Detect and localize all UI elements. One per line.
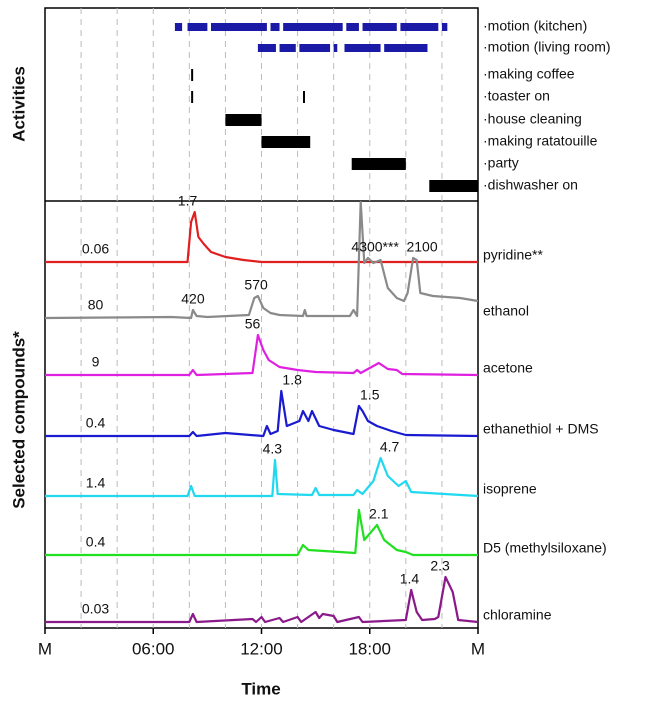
activity-bar (187, 23, 208, 31)
trace (45, 508, 478, 557)
activity-bar (210, 23, 267, 31)
trace (45, 389, 479, 438)
x-tick-label: M (471, 639, 485, 658)
activities-label: Activities (9, 66, 28, 142)
activity-bar (400, 23, 439, 31)
x-tick-label: 12:00 (240, 639, 283, 658)
peak-label: 4300*** (351, 239, 399, 255)
peak-label: 2100 (406, 239, 437, 255)
activity-bar (270, 23, 280, 31)
x-axis-label: Time (241, 679, 280, 698)
activity-bar (279, 44, 296, 52)
activity-bar (283, 23, 343, 31)
baseline-label: 80 (88, 297, 104, 313)
baseline-label: 0.4 (86, 415, 106, 431)
peak-label: 1.8 (282, 372, 302, 388)
baseline-label: 0.4 (86, 534, 106, 550)
activity-label: ·motion (living room) (483, 39, 611, 55)
series-label: isoprene (483, 481, 537, 497)
activity-label: ·making coffee (483, 66, 575, 82)
peak-label: 2.1 (369, 506, 389, 522)
activity-bar (191, 69, 194, 81)
activity-bar (346, 23, 359, 31)
activity-bar (261, 136, 311, 148)
peak-label: 1.7 (178, 193, 198, 209)
series-label: D5 (methylsiloxane) (483, 540, 607, 556)
series-label: ethanethiol + DMS (483, 421, 599, 437)
x-tick-label: 18:00 (348, 639, 391, 658)
x-tick-label: 06:00 (132, 639, 175, 658)
compounds-label: Selected compounds* (9, 331, 28, 509)
activity-bar (351, 158, 406, 170)
peak-label: 1.5 (360, 387, 380, 403)
activity-label: ·party (483, 155, 519, 171)
activity-label: ·dishwasher on (483, 177, 578, 193)
activity-bar (257, 44, 276, 52)
x-tick-label: M (38, 639, 52, 658)
trace (45, 210, 478, 264)
activity-bar (299, 44, 331, 52)
activity-bar (429, 180, 478, 192)
peak-label: 56 (245, 316, 261, 332)
activity-label: ·house cleaning (483, 111, 582, 127)
peak-label: 570 (244, 277, 268, 293)
activity-bar (174, 23, 183, 31)
activity-bar (333, 44, 338, 52)
peak-label: 1.4 (400, 571, 420, 587)
trace (45, 333, 479, 377)
activity-label: ·making ratatouille (483, 133, 598, 149)
peak-label: 2.3 (430, 558, 450, 574)
peak-label: 4.7 (380, 439, 400, 455)
activity-label: ·motion (kitchen) (483, 18, 587, 34)
activity-bar (362, 23, 397, 31)
baseline-label: 0.06 (82, 241, 109, 257)
series-label: chloramine (483, 607, 552, 623)
activity-bar (302, 91, 305, 103)
peak-label: 4.3 (263, 441, 283, 457)
series-label: ethanol (483, 303, 529, 319)
activity-label: ·toaster on (483, 88, 550, 104)
trace (44, 200, 479, 320)
trace (45, 456, 479, 498)
activity-bar (441, 23, 448, 31)
trace (45, 575, 479, 624)
series-label: pyridine** (483, 247, 543, 263)
series-label: acetone (483, 360, 533, 376)
activity-bar (225, 114, 262, 126)
baseline-label: 1.4 (86, 475, 106, 491)
peak-label: 420 (181, 291, 205, 307)
activity-bar (344, 44, 381, 52)
activity-bar (191, 91, 194, 103)
baseline-label: 0.03 (82, 601, 109, 617)
activity-bar (384, 44, 428, 52)
baseline-label: 9 (92, 354, 100, 370)
